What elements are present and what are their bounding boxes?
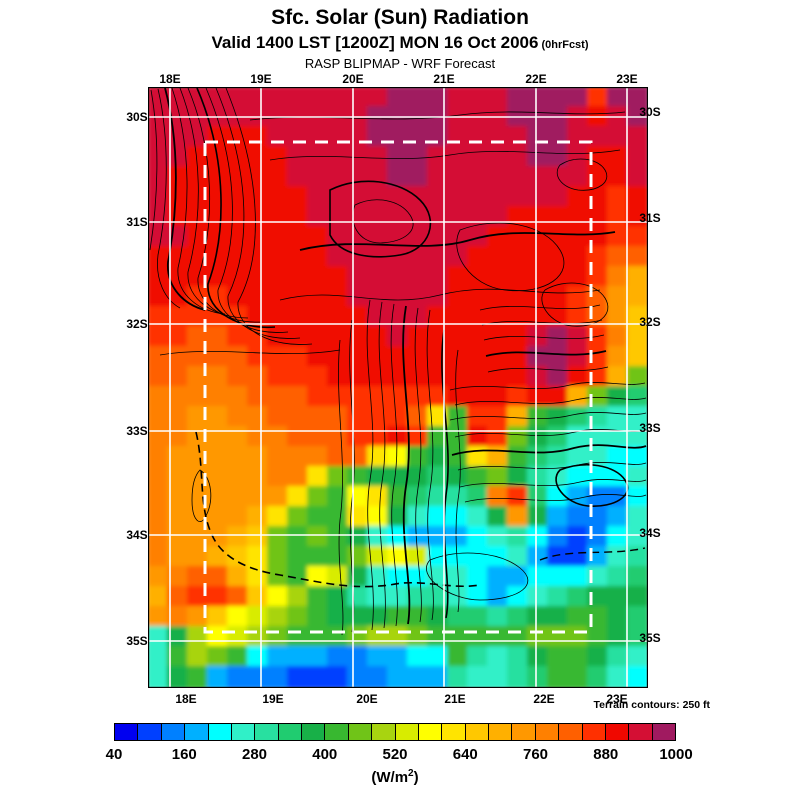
colorbar-tick-640: 640 [452,746,478,763]
colorbar [114,723,676,741]
colorbar-cell-160 [185,724,209,740]
colorbar-cell-960 [652,724,675,740]
colorbar-cell-800 [559,724,583,740]
left-tick-30S: 30S [126,110,148,124]
right-tick-35S: 35S [639,631,661,645]
colorbar-cell-40 [115,724,139,740]
heatmap-field [148,87,648,688]
terrain-contours [149,87,647,636]
top-tick-20E: 20E [342,72,364,86]
colorbar-cell-440 [348,724,373,740]
latlon-grid-lines [148,87,648,688]
colorbar-tick-40: 40 [105,746,123,763]
colorbar-tick-760: 760 [522,746,549,763]
colorbar-units-label: (W/m2) [0,768,790,786]
colorbar-cell-120 [161,724,186,740]
bottom-tick-18E: 18E [175,692,197,706]
right-tick-33S: 33S [639,421,661,435]
left-tick-33S: 33S [126,424,148,438]
left-tick-35S: 35S [126,634,148,648]
valid-time-text: Valid 1400 LST [1200Z] MON 16 Oct 2006 [211,33,539,52]
terrain-note: Terrain contours: 250 ft [593,699,711,711]
colorbar-cell-240 [231,724,256,740]
colorbar-tick-520: 520 [382,746,408,763]
colorbar-cell-680 [489,724,513,740]
units-prefix: (W/m [371,769,409,786]
colorbar-tick-880: 880 [593,746,619,763]
radiation-map [148,87,648,688]
colorbar-cell-920 [629,724,653,740]
units-suffix: ) [413,769,419,786]
colorbar-cell-280 [255,724,279,740]
bottom-tick-22E: 22E [533,692,555,706]
left-tick-34S: 34S [126,528,148,542]
top-tick-21E: 21E [433,72,455,86]
top-tick-18E: 18E [159,72,181,86]
bottom-tick-21E: 21E [444,692,466,706]
colorbar-cell-480 [372,724,396,740]
colorbar-tick-400: 400 [312,746,338,763]
bottom-tick-23E: 23E [606,692,628,706]
colorbar-cell-840 [582,724,606,740]
colorbar-cell-360 [302,724,326,740]
colorbar-tick-160: 160 [171,746,197,763]
valid-time-line: Valid 1400 LST [1200Z] MON 16 Oct 2006 (0… [0,33,800,53]
model-source-line: RASP BLIPMAP - WRF Forecast [304,56,496,71]
right-tick-34S: 34S [639,526,661,540]
right-tick-30S: 30S [639,105,661,119]
colorbar-cell-560 [418,724,443,740]
map-border [148,87,648,688]
colorbar-cell-400 [325,724,349,740]
inner-domain-dashed-box [203,140,593,634]
colorbar-tick-1000: 1000 [659,746,693,763]
top-tick-22E: 22E [525,72,547,86]
bottom-tick-19E: 19E [262,692,284,706]
colorbar-cell-80 [138,724,162,740]
page-title: Sfc. Solar (Sun) Radiation [271,6,529,29]
colorbar-cell-760 [535,724,560,740]
top-tick-19E: 19E [250,72,272,86]
forecast-hour-tag: (0hrFcst) [541,39,589,51]
colorbar-cell-880 [605,724,630,740]
bottom-tick-20E: 20E [356,692,378,706]
colorbar-cell-520 [395,724,419,740]
units-superscript: 2 [408,768,414,779]
colorbar-tick-280: 280 [241,746,268,763]
colorbar-cell-600 [442,724,466,740]
colorbar-tick-labels: 40 160 280 400 520 640 760 880 1000 [0,746,800,764]
colorbar-cell-200 [208,724,232,740]
colorbar-cell-640 [465,724,489,740]
colorbar-cell-720 [512,724,536,740]
right-tick-32S: 32S [639,315,661,329]
colorbar-cell-320 [278,724,302,740]
left-tick-32S: 32S [126,317,148,331]
left-tick-31S: 31S [126,215,148,229]
top-tick-23E: 23E [616,72,638,86]
right-tick-31S: 31S [639,211,661,225]
